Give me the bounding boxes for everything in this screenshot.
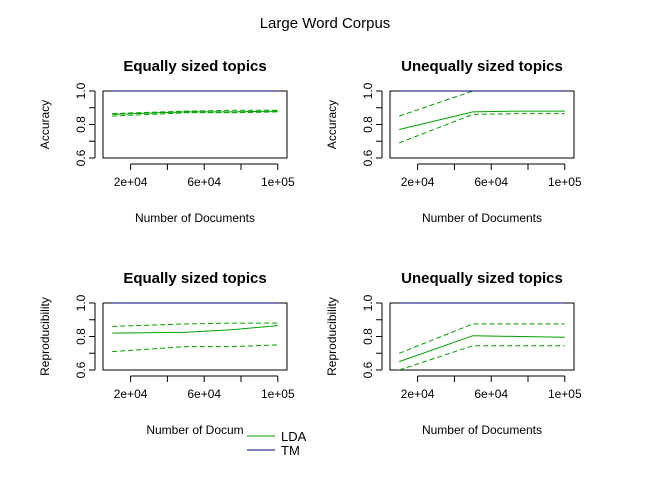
y-tick-label: 0.8: [74, 116, 88, 133]
y-axis-label: Accuracy: [38, 100, 52, 149]
x-tick-label: 6e+04: [474, 387, 508, 401]
x-tick-label: 1e+05: [261, 175, 295, 189]
series-lda-solid: [112, 325, 278, 334]
series-lda-dashed: [112, 109, 278, 115]
panel-title: Equally sized topics: [123, 270, 266, 287]
x-tick-label: 1e+05: [548, 175, 582, 189]
x-tick-label: 6e+04: [187, 387, 221, 401]
panel-4: Unequally sized topics 2e+04 6e+04 1e+05 0.6…: [325, 270, 582, 437]
x-tick-label: 1e+05: [548, 387, 582, 401]
panel-2: Unequally sized topics 2e+04 6e+04 1e+05 0.6…: [325, 58, 582, 225]
panel-1: Equally sized topics 2e+04 6e+04 1e+05 0.6 0.…: [38, 58, 295, 225]
panel-3: Equally sized topics 2e+04 6e+04 1e+05 0.6 0.…: [38, 270, 295, 437]
y-tick-label: 0.8: [361, 116, 375, 133]
y-tick-label: 1.0: [361, 294, 375, 311]
x-axis-label: Number of Documents: [135, 211, 255, 225]
x-axis-label: Number of Documents: [422, 423, 542, 437]
series-lda-dashed: [112, 111, 278, 117]
y-tick-label: 0.6: [361, 149, 375, 166]
y-axis-label: Accuracy: [325, 100, 339, 149]
legend-label-tm: TM: [281, 443, 300, 458]
series-lda-dashed: [112, 322, 278, 327]
legend-label-lda: LDA: [281, 429, 307, 444]
series-lda-solid: [112, 110, 278, 115]
x-axis-label: Number of Documents: [422, 211, 542, 225]
panel-title: Equally sized topics: [123, 58, 266, 75]
series-lda-solid: [399, 335, 565, 363]
x-tick-label: 6e+04: [187, 175, 221, 189]
series-lda-dashed: [399, 113, 565, 144]
y-tick-label: 0.6: [74, 149, 88, 166]
plot-box: [102, 90, 288, 159]
panels: Equally sized topics 2e+04 6e+04 1e+05 0.6 0.…: [38, 58, 582, 437]
y-tick-label: 0.6: [361, 361, 375, 378]
series-lda-dashed: [399, 90, 565, 117]
y-tick-label: 0.6: [74, 361, 88, 378]
x-tick-label: 6e+04: [474, 175, 508, 189]
y-tick-label: 0.8: [74, 328, 88, 345]
plot-box: [102, 302, 288, 371]
y-tick-label: 1.0: [74, 82, 88, 99]
panel-title: Unequally sized topics: [401, 58, 563, 75]
series-lda-dashed: [399, 345, 565, 371]
x-tick-label: 2e+04: [401, 175, 435, 189]
x-tick-label: 2e+04: [114, 175, 148, 189]
series-lda-dashed: [112, 344, 278, 353]
series-lda-dashed: [399, 323, 565, 354]
panel-title: Unequally sized topics: [401, 270, 563, 287]
y-axis-label: Reproducibility: [38, 297, 52, 376]
x-axis-label: Number of Docum: [146, 423, 243, 437]
y-tick-label: 1.0: [361, 82, 375, 99]
y-tick-label: 0.8: [361, 328, 375, 345]
x-tick-label: 2e+04: [401, 387, 435, 401]
x-tick-label: 1e+05: [261, 387, 295, 401]
y-tick-label: 1.0: [74, 294, 88, 311]
plot-box: [389, 90, 575, 159]
figure-title: Large Word Corpus: [260, 15, 391, 32]
x-tick-label: 2e+04: [114, 387, 148, 401]
y-axis-label: Reproducibility: [325, 297, 339, 376]
series-lda-solid: [399, 110, 565, 130]
